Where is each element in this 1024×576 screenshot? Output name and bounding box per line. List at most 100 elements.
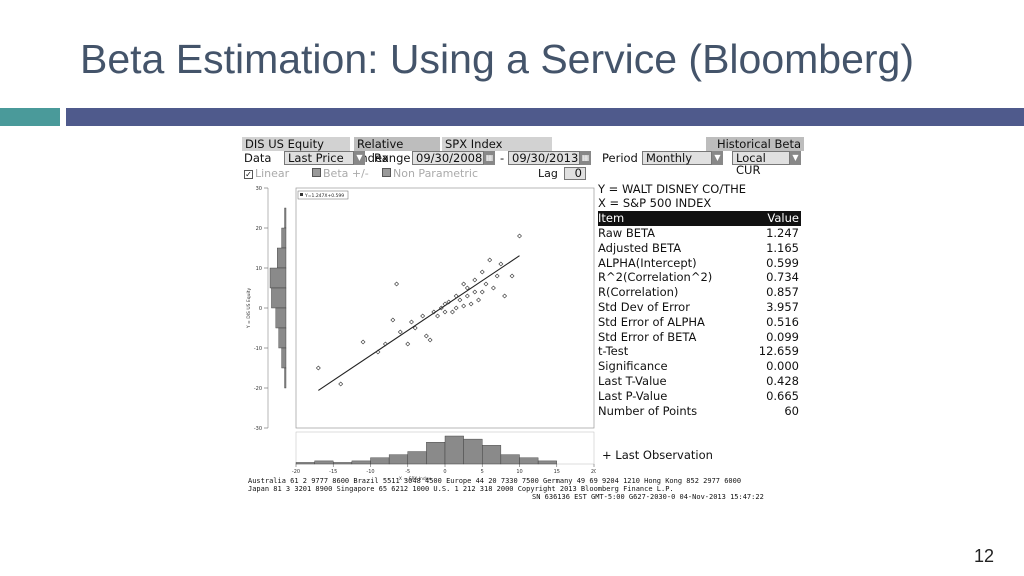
- stat-row[interactable]: Std Error of BETA 0.099: [598, 330, 801, 345]
- beta-checkbox[interactable]: [312, 168, 321, 177]
- x-hist-bar: [500, 454, 520, 465]
- data-dropdown-icon[interactable]: ▼: [354, 151, 365, 165]
- data-point: [409, 319, 414, 325]
- stat-row[interactable]: Adjusted BETA 1.165: [598, 241, 801, 256]
- stat-value: 3.957: [766, 300, 799, 314]
- stat-row[interactable]: R(Correlation) 0.857: [598, 285, 801, 300]
- legend-label: Y=1.247X+0.599: [304, 193, 344, 199]
- stat-row[interactable]: R^2(Correlation^2) 0.734: [598, 270, 801, 285]
- end-date-value: 09/30/2013: [512, 151, 579, 165]
- data-select-value: Last Price: [288, 151, 344, 165]
- accent-bar-teal: [0, 108, 60, 126]
- data-point: [479, 289, 485, 295]
- stat-label: Last T-Value: [598, 374, 667, 388]
- stat-label: Last P-Value: [598, 388, 668, 403]
- linear-checkbox[interactable]: ✓: [244, 170, 253, 179]
- stat-value: 0.857: [766, 285, 799, 300]
- data-point: [491, 285, 496, 291]
- stat-row[interactable]: Last T-Value 0.428: [598, 374, 801, 389]
- stat-row[interactable]: Number of Points 60: [598, 404, 801, 419]
- data-point: [472, 289, 478, 295]
- period-select[interactable]: Monthly: [642, 151, 712, 165]
- stat-value: 0.000: [766, 359, 799, 374]
- period-select-value: Monthly: [646, 151, 693, 165]
- stat-value: 0.599: [766, 255, 799, 270]
- data-point: [464, 293, 470, 299]
- data-point: [394, 281, 399, 287]
- regression-panel: Y = WALT DISNEY CO/THE X = S&P 500 INDEX…: [596, 182, 802, 472]
- security-text: DIS US Equity: [245, 137, 324, 151]
- y-tick-label: -30: [254, 426, 262, 432]
- beta-option[interactable]: Beta +/-: [312, 167, 369, 180]
- data-point: [315, 365, 321, 371]
- data-point: [442, 301, 448, 307]
- last-observation-label: + Last Observation: [602, 448, 713, 462]
- y-hist-bar: [275, 307, 287, 329]
- stat-row[interactable]: Std Dev of Error 3.957: [598, 300, 801, 315]
- stat-row[interactable]: t-Test 12.659: [598, 344, 801, 359]
- stat-value: 0.428: [766, 374, 799, 388]
- nonparam-checkbox[interactable]: [382, 168, 391, 177]
- period-dropdown-icon[interactable]: ▼: [712, 151, 723, 165]
- nonparam-option[interactable]: Non Parametric: [382, 167, 478, 180]
- data-point: [472, 277, 478, 283]
- data-point: [453, 305, 459, 311]
- stat-label: Raw BETA: [598, 226, 656, 240]
- data-point: [494, 273, 500, 279]
- stat-label: R(Correlation): [598, 285, 679, 300]
- x-tick-label: 5: [481, 469, 484, 475]
- security-field[interactable]: DIS US Equity: [242, 137, 350, 151]
- data-point: [509, 273, 515, 279]
- start-date-field[interactable]: 09/30/2008: [412, 151, 484, 165]
- lag-field[interactable]: 0: [564, 167, 586, 180]
- y-tick-label: 20: [256, 226, 262, 232]
- lag-label: Lag: [538, 167, 558, 180]
- data-point: [468, 301, 474, 307]
- stat-value: 12.659: [758, 344, 799, 359]
- x-tick-label: 15: [554, 469, 560, 475]
- x-tick-label: 20: [591, 469, 596, 475]
- relative-index-label: Relative Index: [354, 137, 440, 165]
- data-select[interactable]: Last Price: [284, 151, 354, 165]
- lag-value: 0: [574, 166, 582, 180]
- plot-frame: [295, 187, 595, 429]
- accent-bar-navy: [66, 108, 1024, 126]
- x-hist-bar: [333, 462, 353, 465]
- data-point: [502, 293, 508, 299]
- stat-row[interactable]: Significance 0.000: [598, 359, 801, 374]
- stat-row[interactable]: Last P-Value 0.665: [598, 389, 801, 404]
- linear-option[interactable]: ✓ Linear: [244, 167, 289, 180]
- stat-row[interactable]: ALPHA(Intercept) 0.599: [598, 256, 801, 271]
- x-hist-bar: [463, 438, 483, 465]
- stat-label: Significance: [598, 359, 668, 374]
- stat-row[interactable]: Raw BETA 1.247: [598, 226, 801, 241]
- stat-row[interactable]: Std Error of ALPHA 0.516: [598, 315, 801, 330]
- currency-select[interactable]: Local CUR: [732, 151, 790, 176]
- x-hist-bar: [426, 442, 446, 465]
- function-title-text: Historical Beta: [716, 137, 801, 151]
- data-point: [427, 337, 433, 343]
- start-calendar-icon[interactable]: ▦: [484, 151, 495, 165]
- end-date-field[interactable]: 09/30/2013: [508, 151, 580, 165]
- data-point: [442, 309, 448, 315]
- y-hist-bar: [269, 267, 287, 289]
- x-hist-bar: [519, 457, 539, 465]
- nonparam-label: Non Parametric: [393, 167, 478, 180]
- x-tick-label: -5: [405, 469, 410, 475]
- stat-label: t-Test: [598, 344, 629, 359]
- data-point: [453, 293, 459, 299]
- stat-value: 0.099: [766, 329, 799, 344]
- end-calendar-icon[interactable]: ▦: [580, 151, 591, 165]
- x-hist-bar: [295, 462, 315, 465]
- legend-box: [297, 190, 349, 200]
- x-hist-bar: [444, 435, 464, 465]
- data-point: [360, 339, 366, 345]
- index-text: SPX Index: [445, 137, 503, 151]
- data-point: [431, 309, 437, 315]
- data-point: [397, 329, 403, 335]
- data-point: [450, 309, 455, 315]
- currency-dropdown-icon[interactable]: ▼: [790, 151, 801, 165]
- slide-title: Beta Estimation: Using a Service (Bloomb…: [80, 36, 915, 82]
- index-field[interactable]: SPX Index: [442, 137, 552, 151]
- footer-line-3: SN 636136 EST GMT-5:00 G627-2030-0 04-No…: [532, 493, 764, 501]
